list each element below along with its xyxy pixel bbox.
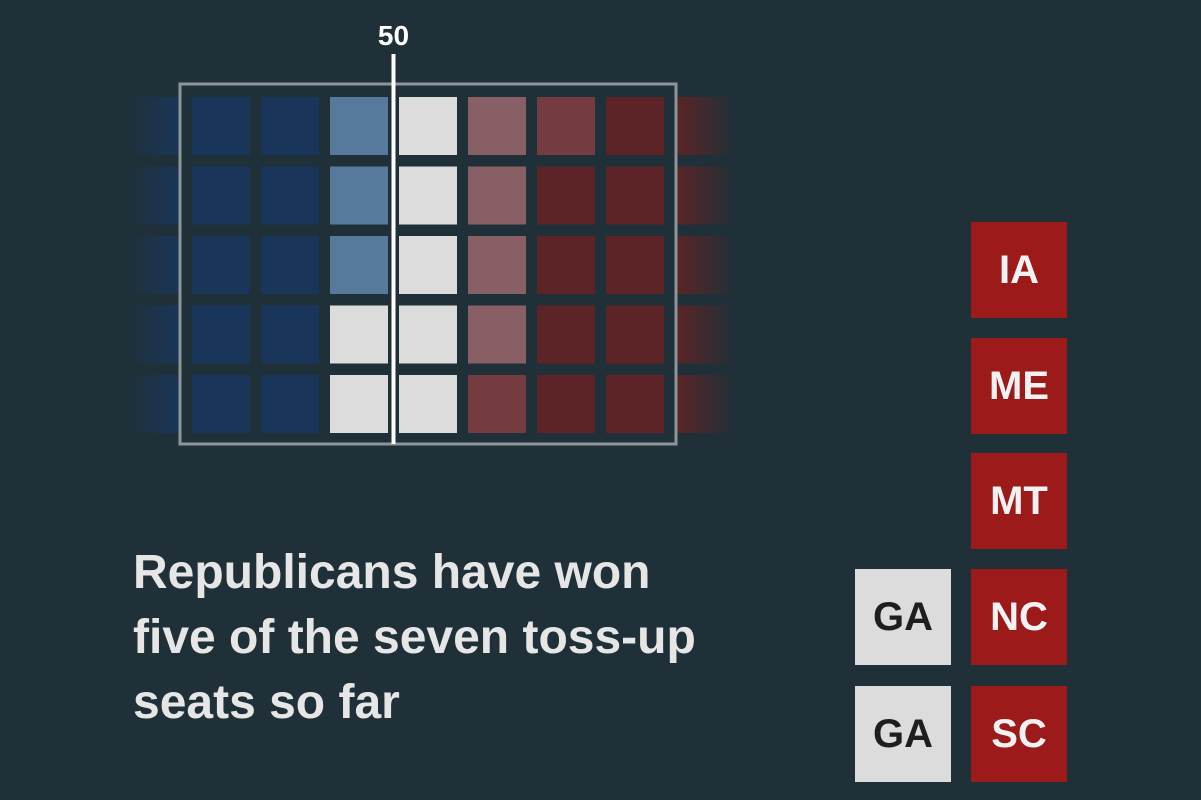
seat-cell	[330, 166, 388, 225]
seat-cell	[399, 97, 457, 155]
state-box-rep-me: ME	[971, 338, 1067, 434]
seat-cell	[468, 166, 526, 225]
state-box-rep-ia: IA	[971, 222, 1067, 318]
seat-cell	[606, 375, 664, 433]
headline: Republicans have won five of the seven t…	[133, 540, 813, 735]
state-box-rep-mt: MT	[971, 453, 1067, 549]
state-box-undecided-ga: GA	[855, 686, 951, 782]
seat-cell	[468, 236, 526, 294]
headline-line-3: seats so far	[133, 676, 400, 729]
headline-line-2: five of the seven toss-up	[133, 611, 696, 664]
seat-cell	[537, 305, 595, 364]
majority-label: 50	[378, 20, 409, 51]
right-fade-overlay	[675, 90, 735, 440]
seat-cell	[261, 166, 319, 225]
seat-cell	[192, 236, 250, 294]
seat-cell	[261, 375, 319, 433]
seat-cell	[537, 236, 595, 294]
seat-cell	[606, 97, 664, 155]
seat-cell	[261, 97, 319, 155]
headline-line-1: Republicans have won	[133, 546, 651, 599]
seat-cell	[468, 97, 526, 155]
seat-cell	[468, 375, 526, 433]
seat-cell	[399, 375, 457, 433]
seat-cell	[330, 305, 388, 364]
seat-cell	[192, 305, 250, 364]
state-box-rep-nc: NC	[971, 569, 1067, 665]
seat-cell	[399, 166, 457, 225]
seat-cell	[537, 375, 595, 433]
seat-cell	[606, 236, 664, 294]
seat-cell	[192, 166, 250, 225]
state-box-rep-sc: SC	[971, 686, 1067, 782]
seat-cell	[330, 375, 388, 433]
left-fade-overlay	[123, 90, 183, 440]
seat-cell	[192, 97, 250, 155]
seat-cell	[537, 166, 595, 225]
seat-cell	[537, 97, 595, 155]
seat-cell	[606, 305, 664, 364]
state-box-undecided-ga: GA	[855, 569, 951, 665]
seat-cell	[330, 236, 388, 294]
seat-waffle-chart: 50	[123, 20, 735, 446]
seat-cell	[399, 305, 457, 364]
seat-cell	[192, 375, 250, 433]
seat-cell	[261, 305, 319, 364]
seat-cells	[123, 97, 733, 433]
seat-cell	[261, 236, 319, 294]
seat-cell	[606, 166, 664, 225]
seat-cell	[330, 97, 388, 155]
seat-cell	[399, 236, 457, 294]
seat-cell	[468, 305, 526, 364]
visible-seats-frame	[178, 82, 678, 446]
